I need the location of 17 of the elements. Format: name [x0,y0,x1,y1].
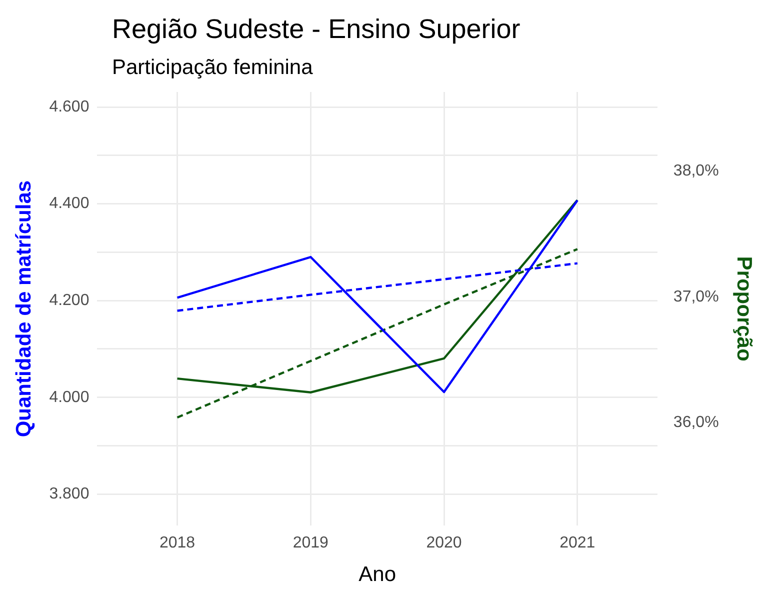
y-axis-title: Quantidade de matrículas [12,180,36,438]
y-tick-label: 4.000 [49,388,90,406]
y2-axis-title: Proporção [732,256,756,362]
y2-tick-label: 38,0% [673,162,719,180]
chart-subtitle: Participação feminina [112,56,313,80]
x-tick-label: 2021 [560,534,596,552]
x-tick-label: 2018 [159,534,196,552]
y2-tick-label: 37,0% [673,288,719,306]
x-axis-title: Ano [358,563,396,586]
x-tick-label: 2019 [292,534,329,552]
y2-tick-label: 36,0% [673,414,719,431]
y-tick-label: 4.200 [49,292,90,309]
x-tick-label: 2020 [426,534,462,552]
y-tick-label: 4.600 [49,98,90,116]
chart-title: Região Sudeste - Ensino Superior [112,14,520,45]
y-tick-label: 4.400 [49,195,90,212]
y-tick-label: 3.800 [49,486,90,503]
